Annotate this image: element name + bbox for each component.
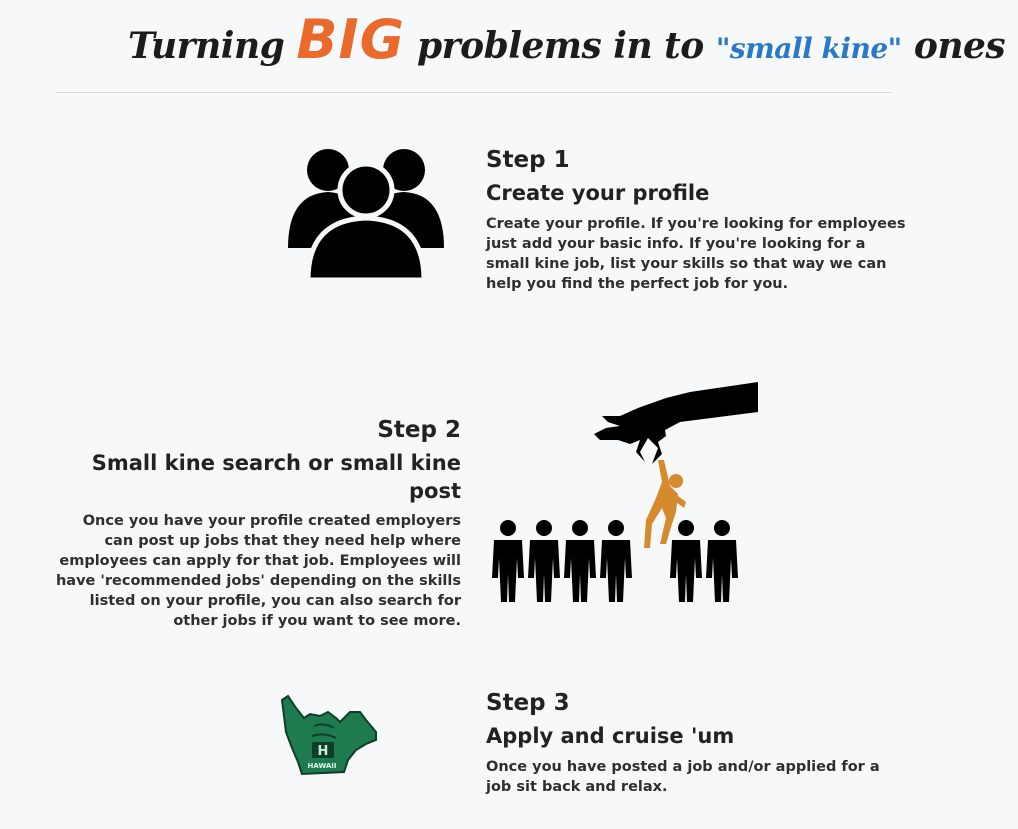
step-3-description: Once you have posted a job and/or applie…: [486, 759, 880, 795]
step-3: Step 3 Apply and cruise 'um Once you hav…: [486, 689, 906, 797]
step-3-subtitle: Apply and cruise 'um: [486, 724, 735, 748]
title-big: BIG: [296, 8, 405, 71]
foam-hand-text: HAWAII: [308, 762, 337, 770]
step-1: Step 1 Create your profile Create your p…: [486, 146, 906, 294]
title-small-kine: "small kine": [715, 32, 902, 65]
step-2: Step 2 Small kine search or small kine p…: [55, 416, 461, 631]
step-2-subtitle: Small kine search or small kine post: [91, 451, 461, 503]
hand-picking-person-icon: [490, 382, 758, 610]
svg-text:H: H: [318, 744, 329, 759]
step-1-number: Step 1: [486, 147, 570, 173]
header-divider: [55, 92, 891, 93]
step-3-number: Step 3: [486, 690, 570, 716]
shaka-hand-icon: H HAWAII: [278, 692, 380, 776]
title-text-1: Turning: [128, 25, 297, 67]
step-2-number: Step 2: [377, 417, 461, 443]
title-text-3: ones: [901, 25, 1006, 67]
title-text-2: problems in to: [404, 25, 716, 67]
page-title: Turning BIG problems in to "small kine" …: [128, 4, 1006, 85]
step-1-description: Create your profile. If you're looking f…: [486, 216, 906, 292]
group-people-icon: [288, 148, 444, 283]
step-2-description: Once you have your profile created emplo…: [55, 513, 461, 629]
step-1-subtitle: Create your profile: [486, 181, 710, 205]
